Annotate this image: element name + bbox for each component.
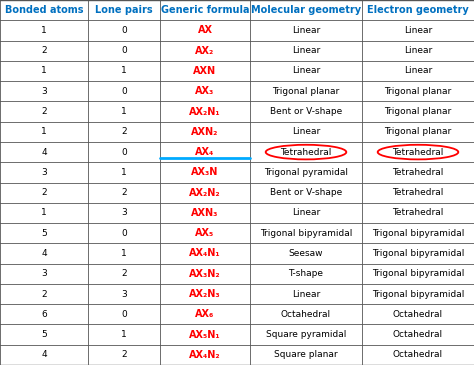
Text: 5: 5 <box>41 330 47 339</box>
Text: AX₄N₁: AX₄N₁ <box>189 249 221 258</box>
Text: Linear: Linear <box>404 46 432 55</box>
Text: 0: 0 <box>121 310 127 319</box>
Text: AX₄N₂: AX₄N₂ <box>189 350 221 360</box>
Text: Octahedral: Octahedral <box>393 330 443 339</box>
Text: 0: 0 <box>121 87 127 96</box>
Text: 2: 2 <box>121 269 127 278</box>
Text: Linear: Linear <box>292 66 320 76</box>
Text: AX₃N: AX₃N <box>191 168 219 177</box>
Text: AX₃: AX₃ <box>195 86 215 96</box>
Text: 0: 0 <box>121 147 127 157</box>
Text: T-shape: T-shape <box>289 269 323 278</box>
Text: Linear: Linear <box>292 208 320 218</box>
Text: Trigonal bipyramidal: Trigonal bipyramidal <box>372 249 464 258</box>
Text: 3: 3 <box>41 87 47 96</box>
Text: Trigonal bipyramidal: Trigonal bipyramidal <box>260 229 352 238</box>
Text: Trigonal pyramidal: Trigonal pyramidal <box>264 168 348 177</box>
Text: Square planar: Square planar <box>274 350 338 360</box>
Text: Square pyramidal: Square pyramidal <box>266 330 346 339</box>
Text: AXN₂: AXN₂ <box>191 127 219 137</box>
Text: Trigonal bipyramidal: Trigonal bipyramidal <box>372 269 464 278</box>
Text: Tetrahedral: Tetrahedral <box>392 208 444 218</box>
Text: AX₂N₁: AX₂N₁ <box>189 107 221 116</box>
Text: 0: 0 <box>121 46 127 55</box>
Text: 3: 3 <box>121 289 127 299</box>
Text: Generic formula: Generic formula <box>161 5 249 15</box>
Text: Seesaw: Seesaw <box>289 249 323 258</box>
Text: 2: 2 <box>121 188 127 197</box>
Text: 4: 4 <box>41 249 47 258</box>
Text: 2: 2 <box>41 289 47 299</box>
Text: 2: 2 <box>41 107 47 116</box>
Text: 2: 2 <box>41 46 47 55</box>
Text: 6: 6 <box>41 310 47 319</box>
Text: AX₂N₃: AX₂N₃ <box>189 289 221 299</box>
Text: Linear: Linear <box>404 66 432 76</box>
Text: 0: 0 <box>121 26 127 35</box>
Text: 1: 1 <box>121 330 127 339</box>
Text: Octahedral: Octahedral <box>393 350 443 360</box>
Text: AXN₃: AXN₃ <box>191 208 219 218</box>
Text: 1: 1 <box>121 107 127 116</box>
Text: Octahedral: Octahedral <box>393 310 443 319</box>
Text: AX: AX <box>198 26 212 35</box>
Text: Linear: Linear <box>292 26 320 35</box>
Text: 1: 1 <box>41 208 47 218</box>
Text: Linear: Linear <box>292 127 320 136</box>
Text: Linear: Linear <box>292 46 320 55</box>
Text: Linear: Linear <box>292 289 320 299</box>
Text: Tetrahedral: Tetrahedral <box>392 188 444 197</box>
Text: 4: 4 <box>41 147 47 157</box>
Text: 1: 1 <box>41 66 47 76</box>
Text: Bent or V-shape: Bent or V-shape <box>270 107 342 116</box>
Text: Bent or V-shape: Bent or V-shape <box>270 188 342 197</box>
Text: AX₅N₁: AX₅N₁ <box>189 330 221 339</box>
Text: Electron geometry: Electron geometry <box>367 5 469 15</box>
Text: Octahedral: Octahedral <box>281 310 331 319</box>
Text: Trigonal planar: Trigonal planar <box>384 127 452 136</box>
Text: Bonded atoms: Bonded atoms <box>5 5 83 15</box>
Text: AXN: AXN <box>193 66 217 76</box>
Text: Trigonal planar: Trigonal planar <box>384 87 452 96</box>
Text: 3: 3 <box>41 168 47 177</box>
Text: 1: 1 <box>121 249 127 258</box>
Text: 3: 3 <box>41 269 47 278</box>
Text: AX₄: AX₄ <box>195 147 215 157</box>
Text: 1: 1 <box>121 168 127 177</box>
Text: 1: 1 <box>121 66 127 76</box>
Text: AX₃N₂: AX₃N₂ <box>189 269 221 279</box>
Text: 4: 4 <box>41 350 47 360</box>
Text: AX₅: AX₅ <box>195 228 215 238</box>
Text: AX₂N₂: AX₂N₂ <box>189 188 221 197</box>
Text: 5: 5 <box>41 229 47 238</box>
Text: Trigonal bipyramidal: Trigonal bipyramidal <box>372 229 464 238</box>
Text: AX₆: AX₆ <box>195 309 215 319</box>
Text: 2: 2 <box>41 188 47 197</box>
Text: Trigonal planar: Trigonal planar <box>384 107 452 116</box>
Text: 2: 2 <box>121 127 127 136</box>
Text: 1: 1 <box>41 127 47 136</box>
Text: Tetrahedral: Tetrahedral <box>280 147 332 157</box>
Text: Lone pairs: Lone pairs <box>95 5 153 15</box>
Text: 2: 2 <box>121 350 127 360</box>
Text: 0: 0 <box>121 229 127 238</box>
Text: Tetrahedral: Tetrahedral <box>392 168 444 177</box>
Text: Trigonal bipyramidal: Trigonal bipyramidal <box>372 289 464 299</box>
Text: Trigonal planar: Trigonal planar <box>273 87 340 96</box>
Text: Linear: Linear <box>404 26 432 35</box>
Text: Molecular geometry: Molecular geometry <box>251 5 361 15</box>
Text: 1: 1 <box>41 26 47 35</box>
Text: AX₂: AX₂ <box>195 46 215 56</box>
Text: 3: 3 <box>121 208 127 218</box>
Text: Tetrahedral: Tetrahedral <box>392 147 444 157</box>
